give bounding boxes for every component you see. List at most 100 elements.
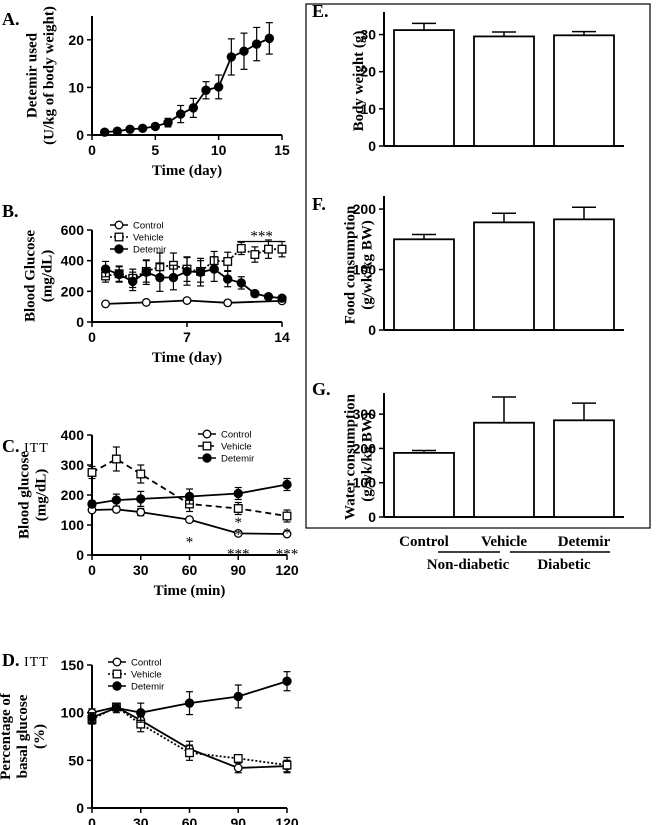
data-point xyxy=(125,124,135,134)
chart-A: A. 0 10 20 0 5 10 15 Detemir used(U/kg of body w… xyxy=(2,6,290,179)
data-point xyxy=(128,276,138,287)
bar-control xyxy=(393,29,455,147)
y-axis-label-line: Blood Glucose xyxy=(23,230,39,322)
data-point xyxy=(168,272,179,283)
y-tick-label: 10 xyxy=(360,101,376,117)
bar-detemir xyxy=(553,218,615,331)
data-point xyxy=(250,288,260,299)
bar-vehicle xyxy=(473,35,535,147)
y-axis-label: Percentage ofbasal glucose(%) xyxy=(0,692,48,780)
chart-D: D. ITT 0 50 100 150 0 30 60 90 120 Percentage ofbas… xyxy=(0,650,299,825)
bar-control xyxy=(393,238,455,331)
series-control xyxy=(101,296,287,309)
data-point xyxy=(175,109,186,119)
data-point xyxy=(114,244,124,254)
data-point xyxy=(277,244,287,254)
data-point xyxy=(233,691,243,702)
x-tick-label: 90 xyxy=(230,815,246,825)
y-tick-label: 20 xyxy=(360,64,376,80)
panel-label: A. xyxy=(2,9,20,29)
data-point xyxy=(99,127,110,137)
panel-label: C. xyxy=(2,436,20,456)
y-axis-label: Detemir used(U/kg of body weight) xyxy=(25,6,58,145)
y-tick-label: 300 xyxy=(61,457,85,473)
category-label-control: Control xyxy=(399,534,449,550)
data-point xyxy=(202,441,212,451)
data-point xyxy=(282,529,292,539)
significance-label: *** xyxy=(227,547,250,563)
legend-label: Detemir xyxy=(131,682,164,693)
data-point xyxy=(233,528,243,538)
legend-label: Detemir xyxy=(221,454,254,465)
y-tick-label: 10 xyxy=(68,79,84,95)
significance-label: * xyxy=(235,515,243,531)
y-tick-label: 0 xyxy=(368,138,376,154)
x-tick-label: 30 xyxy=(133,815,149,825)
panel-frame xyxy=(305,3,651,529)
data-point xyxy=(277,293,287,303)
y-axis-label: Blood Glucose(mg/dL) xyxy=(23,230,56,322)
x-axis-label: Time (day) xyxy=(152,163,222,179)
data-point xyxy=(202,429,212,439)
series-detemir xyxy=(100,256,287,303)
y-axis-label: Body weight (g) xyxy=(351,31,367,132)
series-detemir xyxy=(87,671,292,723)
chart-B: B. 0 200 400 600 0 7 14 Blood Glucose(mg/dL) Time… xyxy=(2,201,290,366)
y-tick-label: 300 xyxy=(353,406,377,422)
data-point xyxy=(136,507,146,517)
data-point xyxy=(184,491,195,502)
data-point xyxy=(141,267,151,277)
data-point xyxy=(188,103,199,113)
y-axis-label: Water consumption(g/wk/kg BW) xyxy=(343,393,376,520)
data-point xyxy=(195,267,206,277)
y-tick-label: 600 xyxy=(61,222,85,238)
bar-vehicle xyxy=(473,221,535,331)
significance-label: *** xyxy=(276,547,299,563)
x-tick-label: 120 xyxy=(275,562,299,578)
panel-label: B. xyxy=(2,201,19,221)
data-point xyxy=(87,499,97,509)
data-point xyxy=(185,515,194,525)
y-tick-label: 400 xyxy=(61,427,85,443)
data-point xyxy=(264,33,275,44)
significance-label: *** xyxy=(250,228,273,244)
y-tick-label: 0 xyxy=(76,800,84,816)
data-point xyxy=(185,748,194,758)
legend-label: Vehicle xyxy=(133,233,164,244)
data-point xyxy=(236,278,246,288)
y-axis-label-line: Water consumption xyxy=(343,393,359,520)
x-tick-label: 5 xyxy=(151,142,159,158)
y-tick-label: 50 xyxy=(68,752,84,768)
panel-label: E. xyxy=(312,1,329,21)
x-tick-label: 0 xyxy=(88,815,96,825)
panel-sublabel: ITT xyxy=(24,441,49,456)
legend-label: Control xyxy=(133,221,164,232)
data-point xyxy=(182,296,192,305)
data-point xyxy=(282,479,292,490)
data-point xyxy=(163,117,173,128)
data-point xyxy=(223,256,233,266)
data-point xyxy=(223,298,233,308)
data-point xyxy=(100,264,111,274)
series-detemir xyxy=(87,477,292,509)
y-tick-label: 200 xyxy=(353,440,377,456)
x-tick-label: 10 xyxy=(211,142,227,158)
category-label-vehicle: Vehicle xyxy=(481,534,527,550)
data-point xyxy=(263,292,274,302)
bar-vehicle xyxy=(473,421,535,518)
y-axis-label: Food consumption(g/wk/kg BW) xyxy=(343,205,376,324)
legend-label: Control xyxy=(131,658,162,669)
significance-label: * xyxy=(283,526,291,542)
y-axis-label-line: (U/kg of body weight) xyxy=(42,6,58,145)
y-tick-label: 0 xyxy=(368,509,376,525)
data-point xyxy=(137,123,148,134)
y-axis-label-line: Percentage of xyxy=(0,692,14,780)
y-tick-label: 150 xyxy=(61,657,85,673)
y-tick-label: 100 xyxy=(353,262,377,278)
legend-label: Control xyxy=(221,430,252,441)
chart-C: C. ITT 0 100 200 300 400 0 30 60 90 120 Blood glucos… xyxy=(2,427,299,599)
significance-label: * xyxy=(235,527,243,543)
